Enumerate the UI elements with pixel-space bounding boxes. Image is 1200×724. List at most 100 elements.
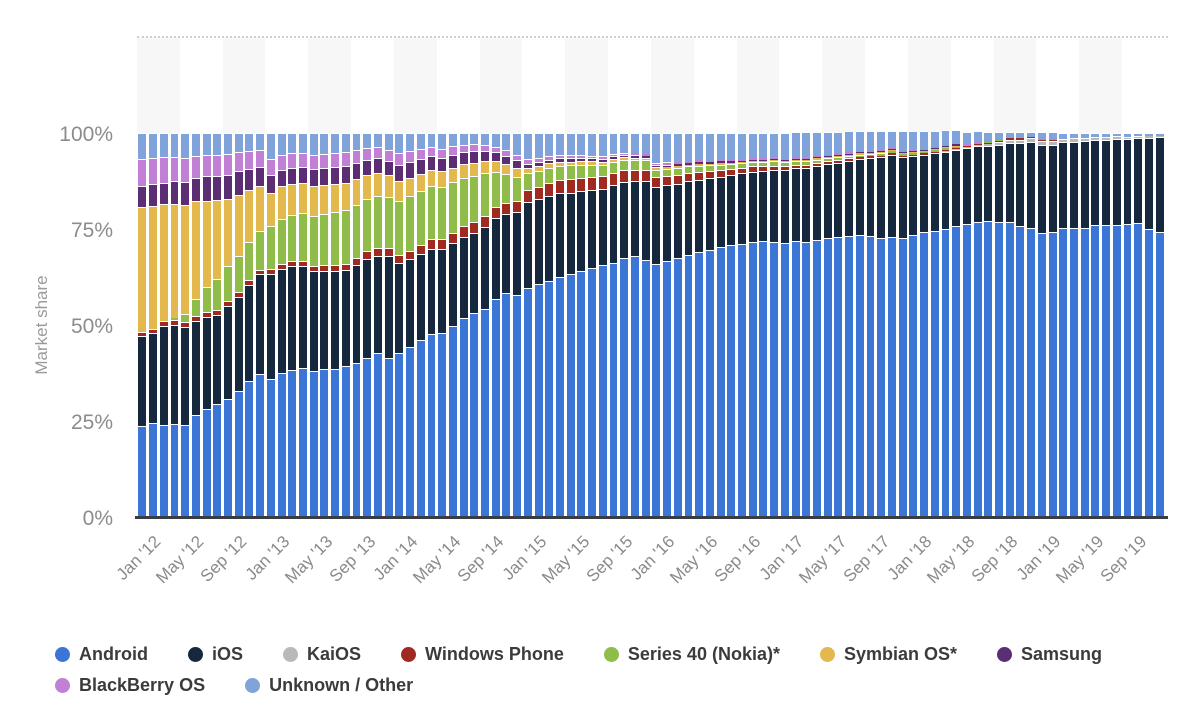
- bar-segment[interactable]: [930, 149, 939, 151]
- bar-segment[interactable]: [930, 148, 939, 150]
- bar-segment[interactable]: [962, 145, 971, 147]
- bar-segment[interactable]: [1155, 135, 1164, 138]
- bar-segment[interactable]: [170, 325, 179, 425]
- bar-segment[interactable]: [1005, 139, 1014, 143]
- bar-segment[interactable]: [138, 336, 147, 426]
- bar-segment[interactable]: [395, 254, 404, 264]
- bar-segment[interactable]: [1102, 137, 1111, 140]
- bar-segment[interactable]: [481, 215, 489, 227]
- bar-segment[interactable]: [384, 197, 393, 249]
- bar-segment[interactable]: [299, 212, 307, 261]
- bar[interactable]: [608, 133, 619, 517]
- bar-segment[interactable]: [588, 133, 597, 156]
- bar[interactable]: [704, 133, 716, 517]
- bar-segment[interactable]: [941, 145, 950, 147]
- bar-segment[interactable]: [866, 153, 875, 155]
- bar-segment[interactable]: [513, 295, 522, 517]
- bar-segment[interactable]: [556, 161, 564, 166]
- bar-segment[interactable]: [373, 158, 382, 173]
- bar-segment[interactable]: [202, 176, 211, 201]
- bar-segment[interactable]: [459, 226, 468, 238]
- bar-segment[interactable]: [320, 270, 329, 370]
- bar[interactable]: [254, 133, 266, 517]
- bar-segment[interactable]: [1123, 224, 1132, 517]
- bar-segment[interactable]: [352, 363, 361, 517]
- bar-segment[interactable]: [984, 142, 993, 144]
- bar[interactable]: [351, 133, 362, 517]
- bar-segment[interactable]: [1080, 133, 1089, 139]
- bar[interactable]: [843, 131, 855, 517]
- bar-segment[interactable]: [802, 159, 811, 161]
- bar-segment[interactable]: [877, 155, 886, 158]
- bar-segment[interactable]: [1005, 131, 1014, 138]
- bar-segment[interactable]: [1048, 140, 1057, 145]
- bar[interactable]: [436, 133, 448, 517]
- bar-segment[interactable]: [202, 154, 211, 177]
- bar-segment[interactable]: [813, 159, 821, 163]
- bar-segment[interactable]: [299, 166, 307, 184]
- bar-segment[interactable]: [138, 426, 147, 517]
- bar-segment[interactable]: [384, 174, 393, 198]
- bar-segment[interactable]: [641, 169, 650, 182]
- bar-segment[interactable]: [738, 159, 746, 161]
- bar-segment[interactable]: [705, 178, 714, 251]
- bar-segment[interactable]: [952, 148, 961, 150]
- bar-segment[interactable]: [320, 265, 329, 271]
- bar-segment[interactable]: [695, 171, 704, 180]
- bar-segment[interactable]: [384, 248, 393, 256]
- bar-segment[interactable]: [234, 171, 243, 195]
- bar-segment[interactable]: [448, 243, 457, 327]
- bar-segment[interactable]: [866, 130, 875, 151]
- bar-segment[interactable]: [459, 237, 468, 319]
- bar-segment[interactable]: [481, 173, 489, 216]
- bar-segment[interactable]: [1005, 138, 1014, 140]
- bar-segment[interactable]: [738, 160, 746, 162]
- bar-segment[interactable]: [299, 260, 307, 266]
- bar[interactable]: [629, 133, 641, 517]
- bar-segment[interactable]: [727, 169, 736, 176]
- bar-segment[interactable]: [566, 133, 575, 156]
- bar-segment[interactable]: [780, 243, 789, 517]
- bar[interactable]: [169, 133, 180, 517]
- bar-segment[interactable]: [684, 162, 693, 165]
- bar[interactable]: [222, 133, 234, 517]
- bar-segment[interactable]: [191, 177, 200, 202]
- bar-segment[interactable]: [748, 166, 757, 172]
- bar-segment[interactable]: [406, 162, 415, 178]
- bar-segment[interactable]: [941, 151, 950, 230]
- bar-segment[interactable]: [556, 165, 564, 181]
- bar[interactable]: [276, 133, 287, 517]
- bar-segment[interactable]: [459, 164, 468, 178]
- bar-segment[interactable]: [705, 160, 714, 163]
- bar-segment[interactable]: [373, 196, 382, 248]
- bar-segment[interactable]: [288, 266, 297, 370]
- bar-segment[interactable]: [652, 177, 661, 187]
- bar[interactable]: [715, 133, 726, 517]
- bar-segment[interactable]: [438, 149, 447, 158]
- bar-segment[interactable]: [920, 153, 929, 155]
- bar-segment[interactable]: [545, 163, 554, 168]
- bar-segment[interactable]: [406, 151, 415, 163]
- bar-segment[interactable]: [663, 260, 672, 517]
- bar-segment[interactable]: [566, 274, 575, 517]
- bar-segment[interactable]: [470, 232, 479, 313]
- bar-segment[interactable]: [620, 157, 629, 160]
- bar-segment[interactable]: [909, 152, 918, 154]
- bar-segment[interactable]: [823, 158, 832, 162]
- bar-segment[interactable]: [1112, 136, 1121, 140]
- bar-segment[interactable]: [320, 153, 329, 168]
- bar-segment[interactable]: [1048, 139, 1057, 141]
- bar-segment[interactable]: [823, 161, 832, 165]
- bar[interactable]: [982, 131, 994, 517]
- bar-segment[interactable]: [641, 158, 650, 161]
- bar-segment[interactable]: [791, 168, 800, 242]
- bar-segment[interactable]: [427, 186, 436, 239]
- bar-segment[interactable]: [309, 265, 318, 272]
- bar-segment[interactable]: [973, 131, 982, 142]
- bar-segment[interactable]: [213, 404, 222, 517]
- bar-segment[interactable]: [855, 234, 864, 517]
- bar-segment[interactable]: [909, 130, 918, 151]
- bar-segment[interactable]: [224, 266, 232, 301]
- bar-segment[interactable]: [1134, 133, 1143, 137]
- bar-segment[interactable]: [780, 159, 789, 162]
